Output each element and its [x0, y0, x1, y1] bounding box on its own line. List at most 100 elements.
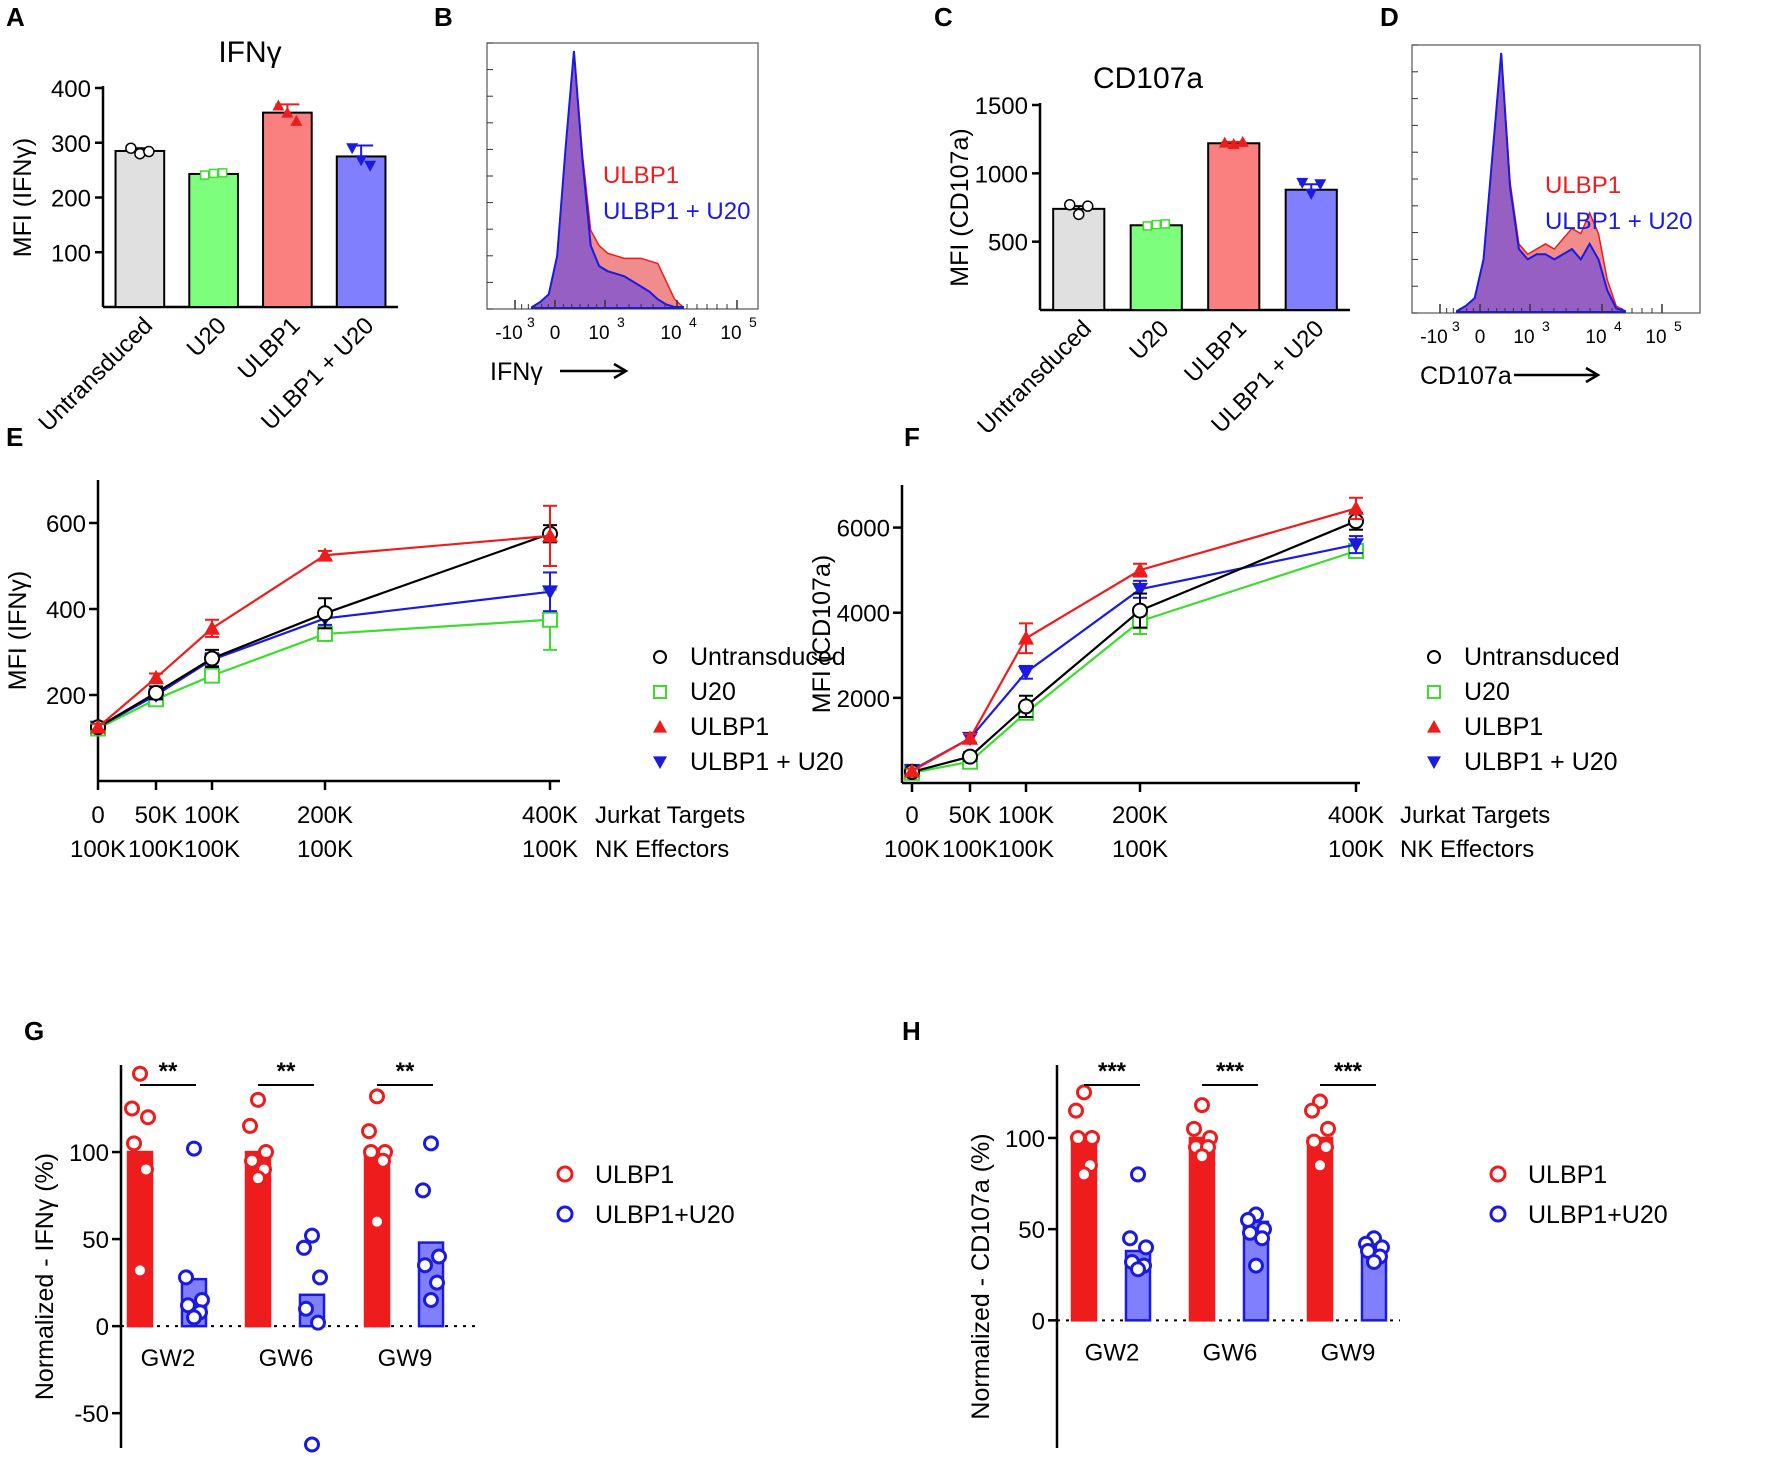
- histogram-ulbp1-u20: [1456, 52, 1626, 313]
- data-point: [1320, 1120, 1336, 1137]
- x-tick-label-row2: 100K: [998, 836, 1054, 863]
- data-point: [1348, 538, 1364, 553]
- legend-label: Untransduced: [1464, 643, 1620, 671]
- data-point: [1366, 1253, 1382, 1270]
- panel-label: G: [24, 1016, 44, 1046]
- x-tick-label: Untransduced: [33, 312, 158, 437]
- y-tick-label: 50: [82, 1227, 109, 1254]
- x-tick-label: ULBP1: [233, 312, 306, 385]
- y-tick-label: 50: [1018, 1217, 1045, 1244]
- bar: [1284, 188, 1338, 312]
- data-point: [1064, 199, 1076, 211]
- legend-marker: [1489, 1205, 1507, 1223]
- y-tick-label: 1000: [975, 161, 1028, 188]
- y-tick-label: -50: [74, 1401, 109, 1428]
- legend-label: ULBP1 + U20: [1464, 748, 1618, 776]
- data-point: [1312, 1157, 1328, 1174]
- panel-label: E: [6, 422, 23, 452]
- bar: [335, 155, 387, 308]
- x-tick-exponent: 3: [527, 314, 535, 330]
- data-point: [208, 168, 219, 179]
- data-point: [132, 1065, 148, 1082]
- legend-marker: [653, 685, 667, 699]
- x-row1-label: Jurkat Targets: [1400, 802, 1550, 829]
- x-tick-label: 0: [1475, 327, 1486, 348]
- x-tick-label: U20: [182, 312, 232, 362]
- data-point: [138, 1161, 154, 1178]
- x-tick-label: ULBP1: [1179, 315, 1252, 388]
- legend-marker: [1489, 1165, 1507, 1183]
- x-tick-label: GW6: [259, 1345, 314, 1372]
- legend-marker: [653, 650, 667, 664]
- x-tick-label: 400K: [522, 802, 578, 829]
- y-tick-label: 200: [51, 186, 91, 213]
- data-point: [1194, 1097, 1210, 1114]
- data-point: [431, 1248, 447, 1265]
- data-point: [1348, 500, 1364, 515]
- data-point: [364, 160, 377, 172]
- x-tick-exponent: 4: [1614, 318, 1622, 334]
- legend-label: ULBP1: [690, 713, 769, 741]
- x-axis-arrow-head: [1585, 366, 1601, 384]
- data-point: [148, 684, 164, 701]
- y-tick-label: 200: [46, 683, 86, 710]
- bar: [1070, 1136, 1098, 1322]
- data-point: [1076, 1084, 1092, 1101]
- bar: [363, 1150, 391, 1328]
- data-point: [1070, 1129, 1086, 1146]
- legend-label: Untransduced: [690, 643, 846, 671]
- legend-label: ULBP1: [1528, 1161, 1607, 1189]
- significance-label: ***: [1216, 1058, 1245, 1085]
- y-axis-label: MFI (CD107a): [808, 555, 836, 713]
- x-tick-label: 10: [720, 323, 741, 344]
- data-point: [244, 1152, 260, 1169]
- x-tick-label: U20: [1124, 315, 1174, 365]
- data-point: [1254, 1230, 1270, 1247]
- data-point: [317, 547, 333, 562]
- panel-label: F: [904, 422, 920, 452]
- legend-marker: [1427, 650, 1441, 664]
- legend-label: ULBP1+U20: [1528, 1201, 1668, 1229]
- data-point: [186, 1309, 202, 1326]
- data-point: [423, 1135, 439, 1152]
- data-point: [312, 1269, 328, 1286]
- legend-label: ULBP1+U20: [595, 1201, 735, 1229]
- y-axis-label: Normalized - CD107a (%): [967, 1133, 995, 1419]
- x-tick-label: GW6: [1203, 1339, 1258, 1366]
- data-point: [1122, 1230, 1138, 1247]
- data-point: [180, 1297, 196, 1314]
- data-point: [1186, 1120, 1202, 1137]
- x-tick-label: GW2: [141, 1345, 196, 1372]
- data-point: [304, 1436, 320, 1453]
- x-tick-label-row2: 100K: [184, 836, 240, 863]
- data-point: [904, 763, 920, 778]
- y-axis-label: MFI (IFNγ): [9, 138, 37, 257]
- x-tick-label-row2: 100K: [1112, 836, 1168, 863]
- bar: [262, 111, 313, 308]
- x-axis-label: CD107a: [1420, 362, 1512, 390]
- x-row2-label: NK Effectors: [1400, 836, 1534, 863]
- data-point: [258, 1144, 274, 1161]
- y-axis-label: MFI (CD107a): [946, 128, 974, 286]
- data-point: [124, 1100, 140, 1117]
- data-point: [143, 145, 155, 158]
- legend-marker: [653, 756, 667, 769]
- legend-marker: [556, 1165, 574, 1183]
- panel-label: A: [6, 2, 25, 32]
- data-point: [1304, 1102, 1320, 1119]
- data-point: [186, 1140, 202, 1157]
- legend-marker: [1427, 756, 1441, 769]
- x-tick-label-row2: 100K: [942, 836, 998, 863]
- data-point: [178, 1269, 194, 1286]
- x-tick-label: GW9: [378, 1345, 433, 1372]
- y-tick-label: 100: [51, 240, 91, 267]
- data-point: [1240, 1212, 1256, 1229]
- legend-ulbp1: ULBP1: [603, 162, 679, 189]
- panel-label: H: [902, 1016, 921, 1046]
- legend-label: ULBP1: [595, 1161, 674, 1189]
- data-point: [1068, 1102, 1084, 1119]
- x-tick-exponent: 5: [749, 314, 757, 330]
- data-point: [204, 667, 220, 684]
- data-point: [962, 730, 978, 745]
